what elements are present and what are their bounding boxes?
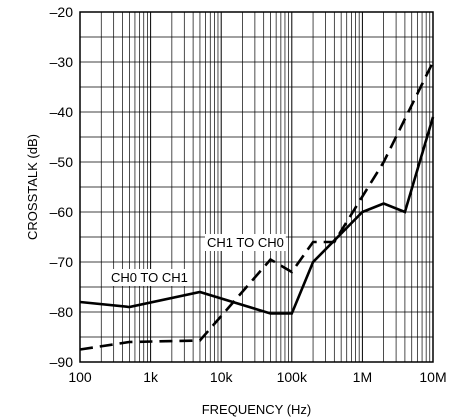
y-tick-label: –80 xyxy=(50,304,74,320)
series-line-ch0-to-ch1 xyxy=(79,116,435,315)
x-tick-label: 10M xyxy=(419,369,446,385)
x-tick-label: 1M xyxy=(353,369,372,385)
annotation-ch1-to-ch0-bg xyxy=(205,234,286,251)
annotation-ch0-to-ch1: CH0 TO CH1 xyxy=(111,270,188,285)
x-tick-label: 1k xyxy=(143,369,159,385)
y-tick-labels: –90 –80 –70 –60 –50 –40 –30 –20 xyxy=(50,4,74,370)
x-tick-labels: 100 1k 10k 100k 1M 10M xyxy=(68,369,446,385)
annotation-ch1-to-ch0: CH1 TO CH0 xyxy=(207,235,284,250)
series-group xyxy=(79,61,435,351)
y-tick-label: –30 xyxy=(50,54,74,70)
x-tick-label: 100 xyxy=(68,369,92,385)
y-tick-label: –20 xyxy=(50,4,74,20)
x-tick-label: 10k xyxy=(210,369,234,385)
y-axis-label: CROSSTALK (dB) xyxy=(25,134,40,240)
plot-frame xyxy=(79,11,434,363)
x-axis-label: FREQUENCY (Hz) xyxy=(202,402,312,417)
y-tick-label: –40 xyxy=(50,104,74,120)
annotation-ch0-to-ch1-bg xyxy=(109,269,190,286)
x-tick-label: 100k xyxy=(277,369,308,385)
y-tick-label: –60 xyxy=(50,204,74,220)
y-tick-label: –50 xyxy=(50,154,74,170)
y-tick-label: –70 xyxy=(50,254,74,270)
y-tick-label: –90 xyxy=(50,354,74,370)
series-line-ch1-to-ch0 xyxy=(79,61,435,351)
